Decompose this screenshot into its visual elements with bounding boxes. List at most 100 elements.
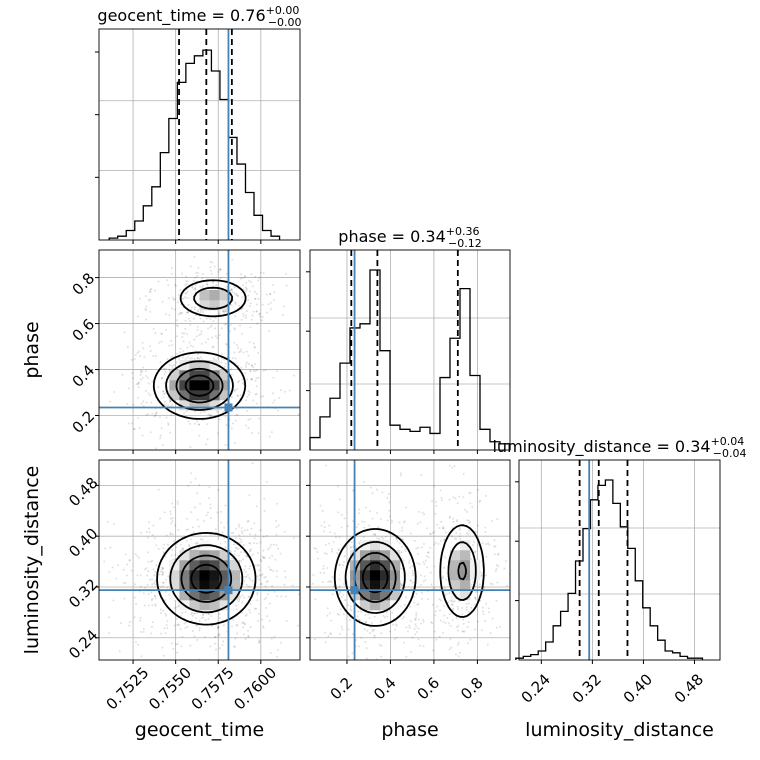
sample-point (262, 626, 265, 629)
panel-border (309, 249, 511, 451)
sample-point (420, 546, 423, 549)
sample-point (126, 403, 129, 406)
sample-point (465, 532, 468, 535)
sample-point (139, 619, 142, 622)
sample-point (237, 381, 240, 384)
sample-point (281, 314, 284, 317)
sample-point (429, 533, 432, 536)
sample-point (145, 374, 148, 377)
sample-point (234, 546, 237, 549)
sample-point (458, 535, 461, 538)
sample-point (219, 277, 222, 280)
sample-point (129, 621, 132, 624)
density-bin (189, 560, 200, 571)
sample-point (244, 365, 247, 368)
sample-point (157, 280, 160, 283)
sample-point (241, 332, 244, 335)
sample-point (196, 542, 199, 545)
sample-point (376, 512, 379, 515)
sample-point (189, 538, 192, 541)
sample-point (176, 352, 179, 355)
sample-point (328, 542, 331, 545)
sample-point (177, 528, 180, 531)
sample-point (430, 621, 433, 624)
sample-point (198, 357, 201, 360)
sample-point (411, 581, 414, 584)
sample-point (337, 587, 340, 590)
sample-point (244, 314, 247, 317)
sample-point (357, 610, 360, 613)
sample-point (144, 389, 147, 392)
sample-point (321, 509, 324, 512)
sample-point (191, 629, 194, 632)
sample-point (170, 642, 173, 645)
sample-point (245, 316, 248, 319)
sample-point (272, 543, 275, 546)
sample-point (209, 326, 212, 329)
sample-point (235, 292, 238, 295)
sample-point (199, 356, 202, 359)
sample-point (453, 465, 456, 468)
sample-point (153, 415, 156, 418)
sample-point (254, 275, 257, 278)
sample-point (189, 357, 192, 360)
sample-point (257, 575, 260, 578)
sample-point (141, 341, 144, 344)
sample-point (161, 332, 164, 335)
sample-point (171, 343, 174, 346)
sample-point (236, 294, 239, 297)
sample-point (161, 390, 164, 393)
sample-point (222, 310, 225, 313)
sample-point (198, 334, 201, 337)
sample-point (364, 640, 367, 643)
sample-point (252, 366, 255, 369)
sample-point (152, 327, 155, 330)
sample-point (266, 593, 269, 596)
sample-point (398, 542, 401, 545)
sample-point (207, 413, 210, 416)
sample-point (292, 536, 295, 539)
sample-point (174, 298, 177, 301)
sample-point (233, 327, 236, 330)
sample-point (276, 370, 279, 373)
sample-point (196, 310, 199, 313)
sample-point (456, 502, 459, 505)
sample-point (112, 522, 115, 525)
sample-point (356, 615, 359, 618)
sample-point (260, 574, 263, 577)
sample-point (417, 602, 420, 605)
y-tick-label: 0.4 (69, 361, 99, 391)
sample-point (201, 277, 204, 280)
sample-point (371, 517, 374, 520)
sample-point (248, 290, 251, 293)
sample-point (230, 557, 233, 560)
sample-point (436, 523, 439, 526)
sample-point (212, 320, 215, 323)
sample-point (179, 543, 182, 546)
sample-point (164, 403, 167, 406)
sample-point (256, 599, 259, 602)
sample-point (187, 317, 190, 320)
sample-point (256, 542, 259, 545)
sample-point (171, 533, 174, 536)
sample-point (485, 602, 488, 605)
sample-point (137, 382, 140, 385)
sample-point (417, 627, 420, 630)
sample-point (245, 350, 248, 353)
sample-point (474, 530, 477, 533)
sample-point (154, 579, 157, 582)
sample-point (413, 601, 416, 604)
density-bin (450, 550, 461, 561)
sample-point (184, 327, 187, 330)
sample-point (195, 271, 198, 274)
sample-point (335, 552, 338, 555)
sample-point (467, 602, 470, 605)
sample-point (273, 291, 276, 294)
sample-point (474, 596, 477, 599)
sample-point (219, 268, 222, 271)
sample-point (332, 584, 335, 587)
sample-point (251, 314, 254, 317)
sample-point (167, 422, 170, 425)
sample-point (327, 580, 330, 583)
sample-point (358, 618, 361, 621)
